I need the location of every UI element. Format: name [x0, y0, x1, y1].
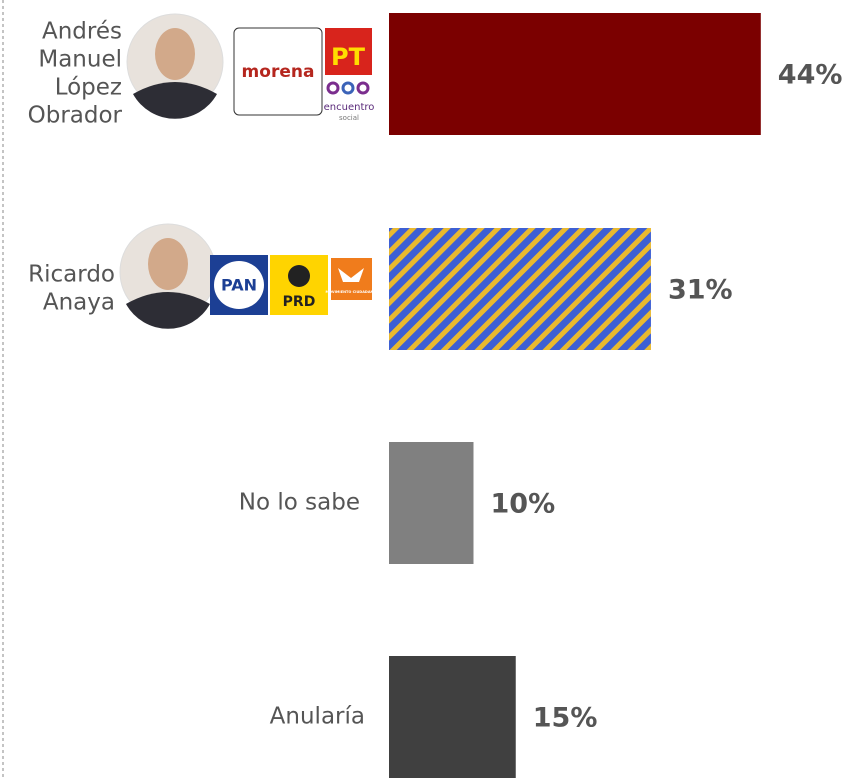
logo-box [233, 27, 323, 116]
bar [389, 442, 474, 564]
logo-text: PRD [283, 294, 316, 310]
logo-dot [341, 81, 355, 95]
value-label: 10% [491, 489, 556, 520]
logo-text: encuentro [324, 102, 375, 113]
logo-box [325, 28, 372, 75]
photo-face [148, 238, 188, 290]
category-label: Andrés [42, 19, 122, 45]
logo-text: PAN [221, 276, 257, 295]
logo-dot [356, 81, 370, 95]
category-label: Ricardo [28, 262, 115, 288]
bar [389, 656, 516, 778]
bar [389, 228, 651, 350]
photo-body [126, 292, 210, 329]
logo-sun [288, 265, 310, 287]
category-label: Anaya [43, 290, 115, 316]
logo-text: social [339, 114, 359, 122]
value-label: 44% [778, 60, 843, 91]
value-label: 31% [668, 275, 733, 306]
category-label: No lo sabe [239, 490, 360, 516]
category-label: Obrador [28, 103, 123, 129]
bar [389, 13, 761, 135]
logo-text: PT [331, 43, 366, 71]
category-label: Manuel [38, 47, 122, 73]
logo-text: MOVIMIENTO CIUDADANO [326, 290, 377, 294]
logo-dot [326, 81, 340, 95]
value-label: 15% [533, 703, 598, 734]
photo-face [155, 28, 195, 80]
logo-eagle [338, 268, 364, 282]
photo-body [133, 82, 217, 119]
category-label: Anularía [270, 704, 365, 730]
logo-text: morena [242, 62, 315, 82]
logo-ring [214, 261, 264, 309]
category-label: López [55, 75, 122, 101]
